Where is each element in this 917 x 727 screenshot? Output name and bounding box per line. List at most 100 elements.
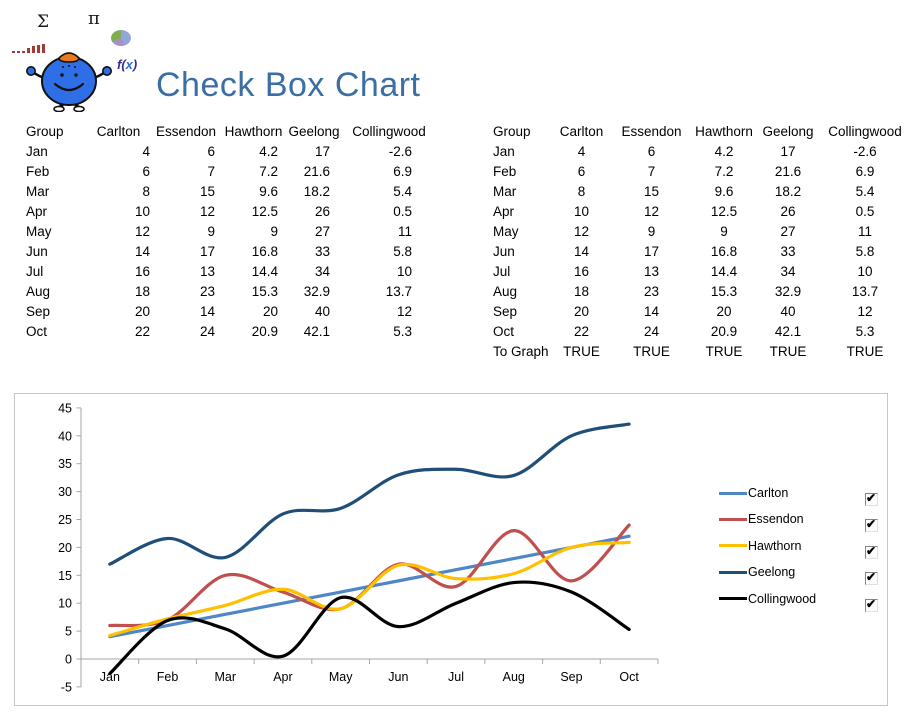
legend-checkbox-carlton[interactable]: ✔ [865, 491, 878, 506]
legend-item-carlton: Carlton ✔ [719, 484, 895, 506]
table-cell: 7 [647, 163, 656, 179]
table-cell: 17 [643, 243, 660, 259]
x-axis-tick-label: Feb [157, 670, 179, 684]
y-axis-tick-label: 40 [58, 429, 72, 443]
table-cell: 5.4 [393, 183, 412, 199]
column-header: Hawthorn [224, 123, 283, 139]
y-axis-tick-label: 15 [58, 569, 72, 583]
table-cell: 27 [780, 223, 796, 239]
checkmark-icon: ✔ [866, 491, 877, 505]
table-cell: 26 [780, 203, 796, 219]
table-cell: 22 [134, 323, 150, 339]
table-row: Jul 16 13 14.4 34 10 [22, 261, 437, 281]
legend-checkbox-essendon[interactable]: ✔ [865, 517, 878, 533]
table-cell: -2.6 [853, 143, 877, 159]
table-row: Jan 4 6 4.2 17 -2.6 [22, 141, 437, 161]
table-cell: 42.1 [774, 323, 802, 339]
table-cell: 14 [134, 243, 150, 259]
y-axis-tick-label: 30 [58, 485, 72, 499]
row-label: Jun [493, 243, 515, 259]
legend-item-essendon: Essendon ✔ [719, 510, 895, 533]
table-row: Jan 4 6 4.2 17 -2.6 [489, 141, 912, 161]
column-header: Collingwood [352, 123, 426, 139]
table-cell: 16.8 [251, 243, 278, 259]
table-cell: 17 [199, 243, 215, 259]
table-row: Mar 8 15 9.6 18.2 5.4 [22, 181, 437, 201]
legend-label: Geelong [748, 565, 796, 580]
row-label: Jan [493, 143, 515, 159]
column-header: Group [26, 123, 64, 139]
table-cell: 18 [134, 283, 150, 299]
table-cell: 32.9 [774, 283, 802, 299]
table-cell: 6 [142, 163, 150, 179]
table-cell: 18.2 [774, 183, 802, 199]
table-cell: 40 [314, 303, 330, 319]
table-cell: 17 [780, 143, 796, 159]
table-cell: 12.5 [710, 203, 738, 219]
table-cell: 21.6 [774, 163, 802, 179]
y-axis-tick-label: 10 [58, 597, 72, 611]
table-cell: 18 [573, 283, 590, 299]
row-label: Jul [26, 263, 44, 279]
table-cell: 0.5 [855, 203, 875, 219]
table-row: Apr 10 12 12.5 26 0.5 [22, 201, 437, 221]
table-cell: 14 [643, 303, 660, 319]
table-cell: 11 [857, 223, 872, 239]
table-cell: 5.4 [855, 183, 875, 199]
legend-label: Hawthorn [748, 538, 802, 553]
table-cell: 11 [397, 223, 412, 239]
table-row: Feb 6 7 7.2 21.6 6.9 [22, 161, 437, 181]
column-header: Geelong [762, 123, 814, 139]
row-label: Aug [26, 283, 51, 299]
table-cell: 34 [780, 263, 796, 279]
table-cell: 15 [643, 183, 660, 199]
table-row: May 12 9 9 27 11 [22, 221, 437, 241]
table-cell: 14 [199, 303, 215, 319]
table-row: May 12 9 9 27 11 [489, 221, 912, 241]
y-axis-tick-label: -5 [61, 680, 72, 694]
table-cell: 12 [857, 303, 873, 319]
y-axis-tick-label: 0 [65, 653, 72, 667]
row-label: Sep [26, 303, 51, 319]
legend-item-hawthorn: Hawthorn ✔ [719, 537, 895, 559]
fx-function-icon: f(x) [117, 57, 138, 72]
table-cell: 16 [573, 263, 590, 279]
legend-item-collingwood: Collingwood ✔ [719, 590, 895, 612]
table-cell: 12 [199, 203, 215, 219]
column-header: Hawthorn [695, 123, 753, 139]
table-cell: 8 [577, 183, 586, 199]
table-cell: 24 [199, 323, 215, 339]
data-table-left: Group Carlton Essendon Hawthorn Geelong Colli… [22, 121, 437, 341]
series-line-geelong [108, 422, 631, 566]
legend-checkbox-collingwood[interactable]: ✔ [865, 597, 878, 612]
table-cell: 6.9 [393, 163, 412, 179]
row-label: Sep [493, 303, 518, 319]
table-cell: 7.2 [714, 163, 734, 179]
data-table-right: Group Carlton Essendon Hawthorn Geelong Colli… [489, 121, 912, 361]
series-line-collingwood [108, 580, 631, 676]
table-row: Jun 14 17 16.8 33 5.8 [22, 241, 437, 261]
table-cell: 34 [314, 263, 330, 279]
column-header: Carlton [559, 123, 604, 139]
y-axis-tick-label: 35 [58, 457, 72, 471]
legend-checkbox-geelong[interactable]: ✔ [865, 570, 878, 586]
table-cell: 21.6 [303, 163, 330, 179]
table-cell: 9 [207, 223, 215, 239]
row-label: Aug [493, 283, 518, 299]
table-cell: 40 [780, 303, 796, 319]
table-cell: 4 [142, 143, 150, 159]
table-cell: 14.4 [251, 263, 278, 279]
table-row: Oct 22 24 20.9 42.1 5.3 [489, 321, 912, 341]
line-chart-svg: -5 0 5 10 15 20 25 30 35 40 45 Jan Feb Mar Apr May Jun Ju… [58, 401, 659, 694]
pie-chart-icon [111, 30, 131, 46]
table-cell: 13 [199, 263, 215, 279]
legend-checkbox-hawthorn[interactable]: ✔ [865, 544, 878, 559]
column-header: Collingwood [828, 123, 902, 139]
to-graph-value: TRUE [846, 343, 884, 359]
table-row: Jul 16 13 14.4 34 10 [489, 261, 912, 281]
table-cell: 12 [134, 223, 150, 239]
x-axis-tick-label: Jun [388, 670, 408, 684]
table-row: Sep 20 14 20 40 12 [489, 301, 912, 321]
table-cell: 18.2 [303, 183, 330, 199]
